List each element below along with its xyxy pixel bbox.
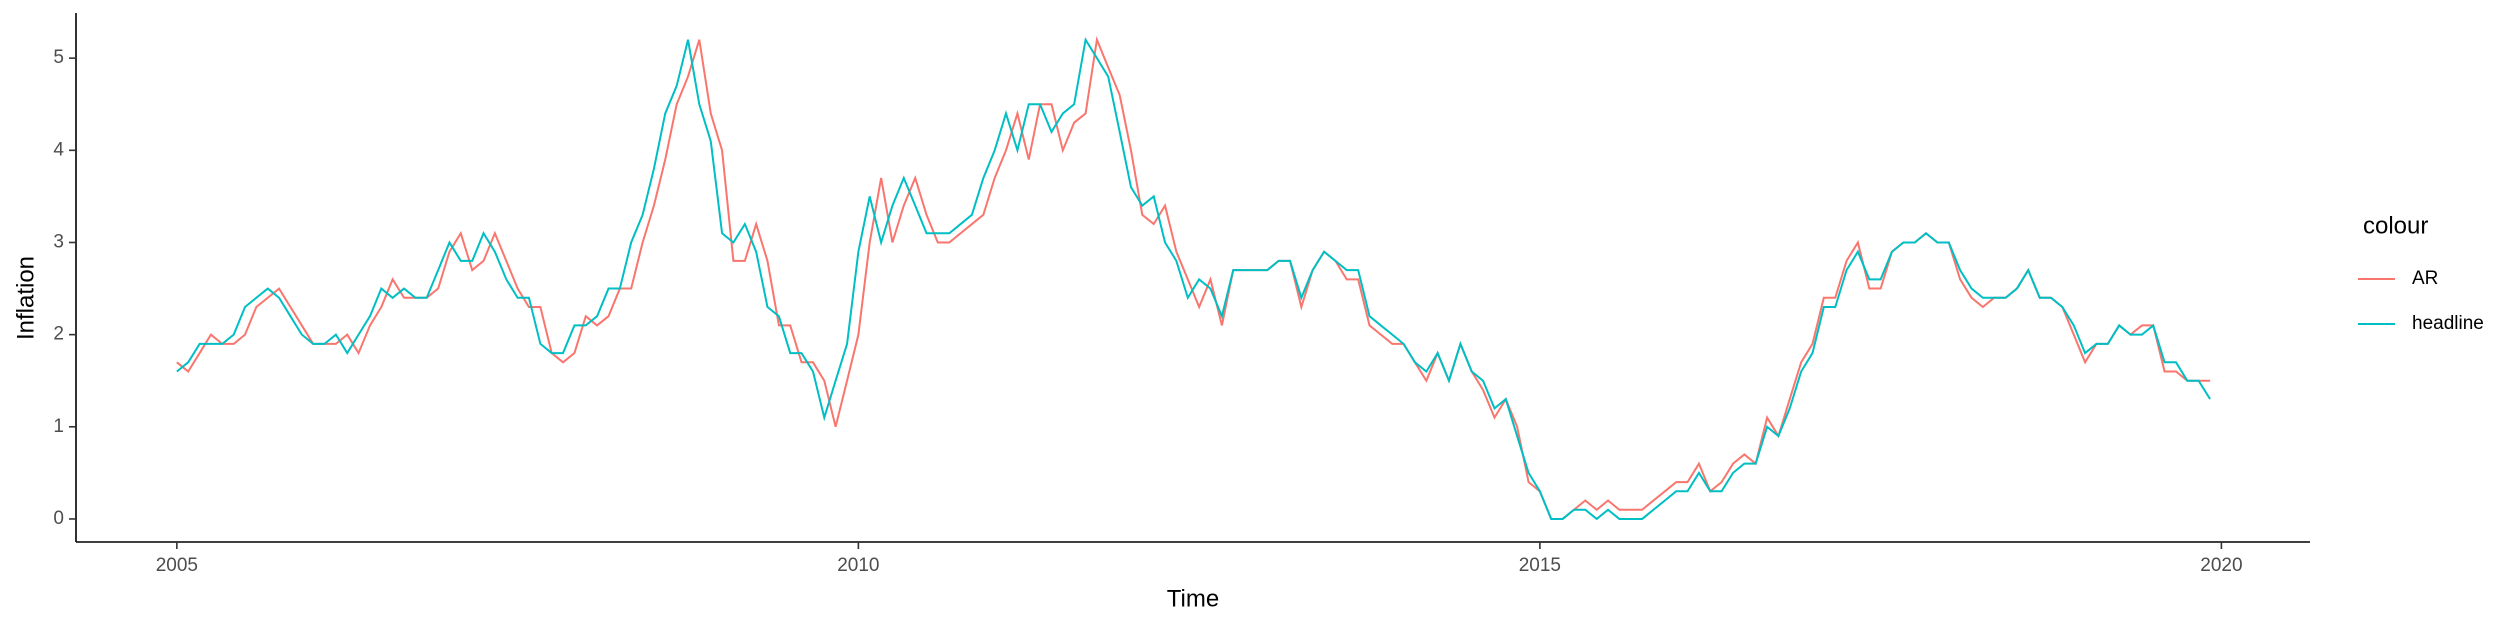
x-tick-label: 2005	[156, 555, 198, 576]
y-tick-label: 3	[53, 231, 64, 252]
legend-label: AR	[2412, 268, 2438, 289]
y-tick-label: 4	[53, 139, 64, 160]
y-tick-label: 5	[53, 47, 64, 68]
y-axis-title: Inflation	[12, 256, 39, 340]
y-tick-label: 2	[53, 324, 64, 345]
x-tick-label: 2020	[2200, 555, 2242, 576]
x-axis-title: Time	[1167, 585, 1219, 612]
y-tick-label: 1	[53, 416, 64, 437]
legend-title: colour	[2363, 212, 2428, 239]
x-tick-label: 2015	[1519, 555, 1561, 576]
series-line	[176, 36, 2211, 521]
y-tick-label: 0	[53, 508, 64, 529]
legend-label: headline	[2412, 313, 2484, 334]
x-tick-label: 2010	[837, 555, 879, 576]
series-line	[176, 36, 2211, 520]
